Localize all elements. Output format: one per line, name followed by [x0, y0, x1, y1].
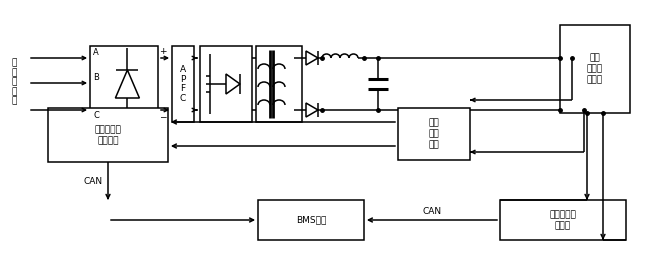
- Bar: [200, 46, 252, 122]
- Bar: [398, 108, 470, 160]
- Bar: [560, 25, 630, 113]
- Text: 动力
锂离子
电池组: 动力 锂离子 电池组: [587, 53, 603, 85]
- Text: 电池单体电
压检测: 电池单体电 压检测: [550, 210, 576, 230]
- Text: 三
相
交
流
电: 三 相 交 流 电: [12, 59, 17, 105]
- Bar: [48, 108, 168, 162]
- Text: BMS系统: BMS系统: [296, 215, 326, 225]
- Bar: [256, 46, 302, 122]
- Text: +: +: [159, 47, 167, 56]
- Text: CAN: CAN: [422, 207, 442, 216]
- Bar: [172, 46, 194, 122]
- Text: B: B: [93, 73, 99, 82]
- Bar: [258, 200, 364, 240]
- Text: CAN: CAN: [84, 177, 103, 185]
- Bar: [90, 46, 158, 122]
- Bar: [500, 200, 626, 240]
- Text: C: C: [93, 111, 99, 120]
- Text: 电流
电压
检测: 电流 电压 检测: [429, 118, 439, 150]
- Text: A
P
F
C: A P F C: [180, 65, 186, 103]
- Text: 充电机智能
监测系统: 充电机智能 监测系统: [94, 125, 121, 145]
- Text: −: −: [159, 112, 167, 121]
- Text: A: A: [93, 48, 99, 57]
